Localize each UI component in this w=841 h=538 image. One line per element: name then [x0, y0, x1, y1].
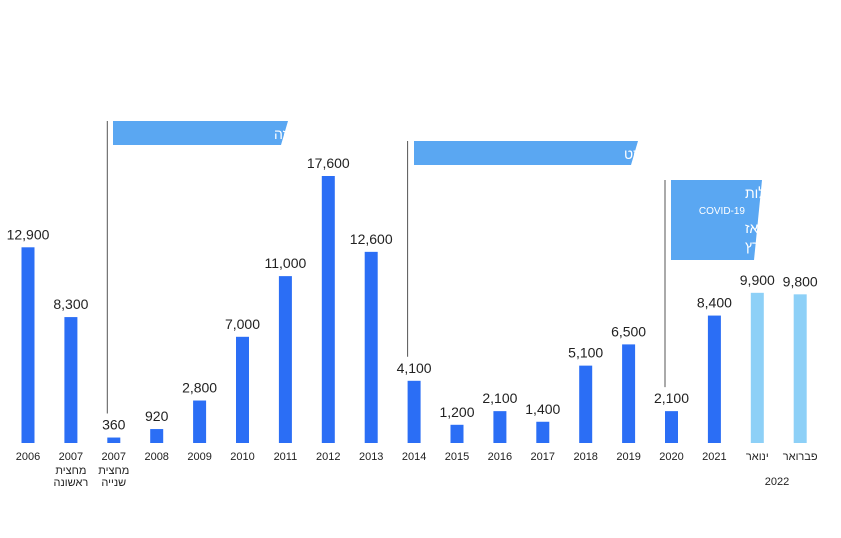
bars — [21, 176, 807, 443]
annotation-gaza-blockade: יוני 2007 – המצור על עזה — [113, 121, 423, 145]
annotation-box — [113, 121, 288, 145]
x-tick-label: 2011 — [274, 451, 298, 463]
x-tick-label: 2010 — [230, 451, 254, 463]
x-tick-label: 2009 — [187, 451, 211, 463]
annotation-line: מרץ — [745, 238, 769, 254]
x-tick-label: 2020 — [659, 451, 683, 463]
value-label: 360 — [102, 417, 126, 433]
value-label: 11,000 — [265, 255, 307, 271]
x-tick-label: 2007 — [59, 451, 83, 463]
bar-10 — [450, 424, 464, 443]
annotation-leaders — [106, 121, 666, 414]
value-label: 9,900 — [740, 272, 775, 288]
bar-2 — [107, 437, 121, 443]
value-label: 2,100 — [654, 390, 689, 406]
annotation-text: יוני 2007 – המצור על עזה — [274, 126, 423, 142]
annotation-line: מגבלות — [745, 185, 789, 201]
bar-14 — [622, 344, 636, 443]
x-tick-label: 2016 — [488, 451, 512, 463]
annotation-box — [671, 180, 762, 260]
annotation-line: שהוסרו מאז — [745, 220, 815, 236]
value-label: 8,300 — [53, 296, 88, 312]
x-tick-label: 2014 — [402, 451, 426, 463]
value-label: 9,800 — [783, 273, 818, 289]
annotation-box — [414, 141, 638, 165]
bar-11 — [493, 411, 507, 443]
value-label: 2,800 — [182, 380, 217, 396]
annotation-line: COVID-19 — [699, 206, 746, 217]
bar-17 — [750, 292, 764, 443]
x-tick-label: 2017 — [531, 451, 555, 463]
bar-5 — [236, 336, 249, 443]
bar-9 — [407, 380, 421, 443]
x-tick-label: 2008 — [144, 451, 168, 463]
x-tick-label: 2006 — [16, 451, 40, 463]
bar-15 — [665, 411, 678, 443]
x-tick-label: 2007 — [102, 451, 126, 463]
bar-7 — [321, 176, 335, 443]
bar-0 — [21, 247, 35, 443]
value-label: 12,900 — [7, 226, 50, 242]
x-tick-sublabel: ראשונה — [54, 477, 89, 489]
value-label: 2,100 — [482, 390, 517, 406]
bar-13 — [579, 365, 593, 443]
value-label: 4,100 — [397, 360, 432, 376]
value-label: 6,500 — [611, 323, 646, 339]
group-label-2022: 2022 — [765, 476, 789, 488]
bar-12 — [536, 421, 550, 443]
bar-4 — [193, 400, 207, 443]
value-labels: 12,900 8,300 360 920 2,800 7,000 11,000 17,600 1… — [7, 155, 818, 433]
x-tick-label: 2015 — [445, 451, 469, 463]
x-tick-sublabel: שנייה — [101, 477, 126, 489]
annotation-escalation: הסלמה במעשי האיבה יולי-אוגוסט — [414, 141, 821, 165]
annotation-text: הסלמה במעשי האיבה יולי-אוגוסט — [624, 146, 821, 162]
bar-18 — [793, 294, 807, 443]
bar-8 — [364, 251, 378, 443]
x-tick-sublabel: מחצית — [55, 465, 86, 477]
value-label: 1,200 — [439, 404, 474, 420]
x-tick-label: 2019 — [616, 451, 640, 463]
x-tick-label: 2012 — [316, 451, 340, 463]
value-label: 8,400 — [697, 295, 732, 311]
bar-16 — [707, 315, 721, 443]
value-label: 5,100 — [568, 345, 603, 361]
value-label: 17,600 — [307, 155, 350, 171]
bar-3 — [150, 429, 164, 443]
x-tick-label: 2013 — [359, 451, 383, 463]
value-label: 920 — [145, 408, 169, 424]
x-tick-label: 2021 — [702, 451, 726, 463]
bar-1 — [64, 317, 78, 443]
value-label: 7,000 — [225, 316, 260, 332]
x-tick-sublabel: מחצית — [98, 465, 129, 477]
value-label: 12,600 — [350, 231, 393, 247]
annotation-covid: מגבלות COVID-19 שהוסרו מאז מרץ — [671, 180, 815, 260]
x-tick-label: 2018 — [573, 451, 597, 463]
bar-6 — [278, 276, 292, 443]
x-tick-label: פברואר — [783, 451, 818, 463]
value-label: 1,400 — [525, 401, 560, 417]
x-tick-label: ינואר — [746, 451, 769, 463]
